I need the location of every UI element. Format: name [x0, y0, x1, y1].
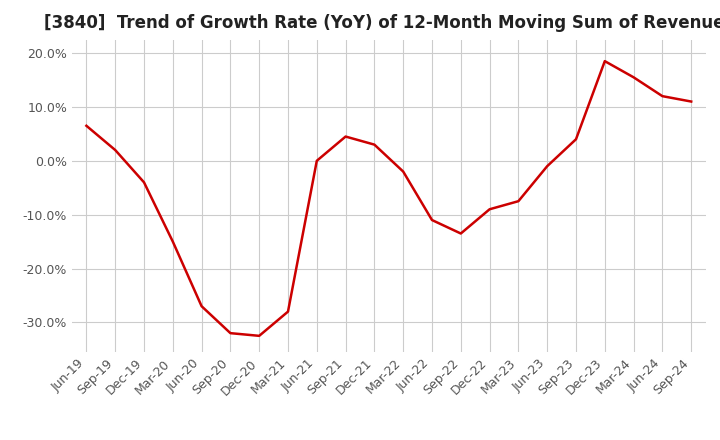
Title: [3840]  Trend of Growth Rate (YoY) of 12-Month Moving Sum of Revenues: [3840] Trend of Growth Rate (YoY) of 12-…: [44, 15, 720, 33]
